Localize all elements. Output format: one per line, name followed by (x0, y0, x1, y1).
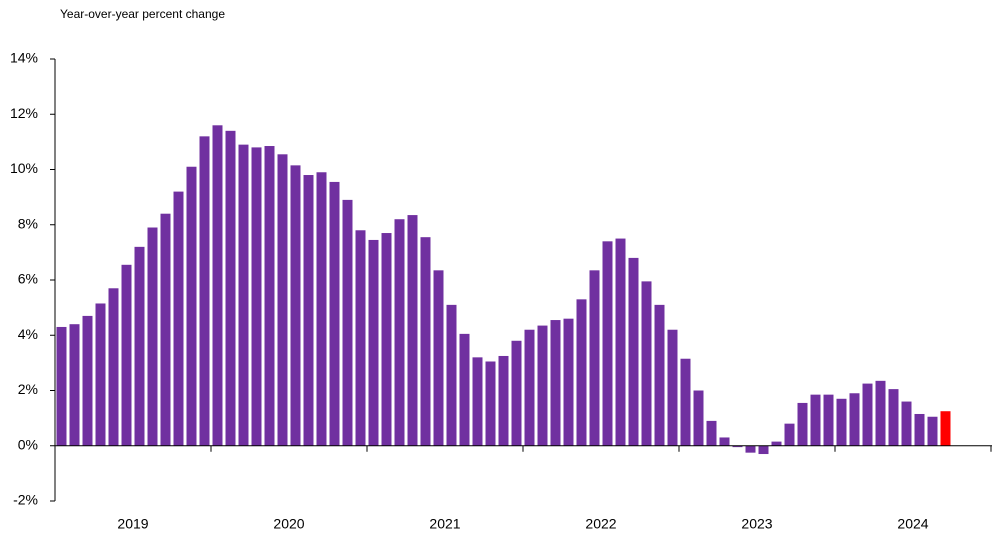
bar (524, 329, 535, 446)
bar (875, 380, 886, 446)
x-tick-label: 2024 (897, 516, 928, 532)
bar (446, 304, 457, 446)
bar (732, 445, 743, 448)
x-tick-label: 2023 (741, 516, 772, 532)
bar (927, 416, 938, 446)
bar (134, 246, 145, 446)
bar (212, 125, 223, 446)
bar (940, 411, 951, 446)
bar (472, 357, 483, 446)
bar (69, 324, 80, 446)
bar (173, 191, 184, 446)
y-tick-label: 4% (18, 326, 38, 342)
bar (368, 239, 379, 446)
bar (719, 437, 730, 446)
bar (615, 238, 626, 446)
bar (667, 329, 678, 446)
bar (498, 355, 509, 446)
y-tick-label: 12% (10, 105, 38, 121)
bar (381, 233, 392, 446)
bar (602, 241, 613, 446)
bar (784, 423, 795, 446)
bar (537, 325, 548, 446)
bar (680, 358, 691, 446)
bar (316, 172, 327, 446)
bar (342, 199, 353, 446)
y-tick-label: 0% (18, 436, 38, 452)
bar (823, 394, 834, 446)
x-tick-label: 2020 (273, 516, 304, 532)
bar (225, 130, 236, 446)
bar (888, 389, 899, 446)
bar (901, 401, 912, 446)
bar (420, 237, 431, 446)
bar (654, 304, 665, 446)
y-tick-label: 14% (10, 50, 38, 66)
bar (407, 215, 418, 446)
bar (914, 413, 925, 446)
bar (277, 154, 288, 446)
bar (186, 166, 197, 446)
y-axis-title: Year-over-year percent change (60, 7, 225, 21)
y-tick-label: -2% (13, 492, 38, 508)
bar (238, 144, 249, 446)
bar (862, 383, 873, 446)
bar (82, 315, 93, 446)
bar (563, 318, 574, 446)
bar (147, 227, 158, 446)
bar (251, 147, 262, 446)
x-tick-label: 2022 (585, 516, 616, 532)
bar (121, 264, 132, 446)
x-tick-label: 2021 (429, 516, 460, 532)
bar (745, 445, 756, 453)
bar (56, 326, 67, 446)
bar (797, 402, 808, 446)
bar (199, 136, 210, 446)
bar (693, 390, 704, 446)
y-tick-label: 10% (10, 160, 38, 176)
bar (290, 165, 301, 446)
bar (264, 146, 275, 446)
bar (433, 270, 444, 446)
bar (108, 288, 119, 446)
bar (706, 420, 717, 446)
x-tick-label: 2019 (117, 516, 148, 532)
bar (758, 445, 769, 455)
bar (576, 299, 587, 446)
y-tick-label: 6% (18, 271, 38, 287)
bar (355, 230, 366, 446)
bar (628, 257, 639, 446)
bar (810, 394, 821, 446)
y-tick-label: 8% (18, 215, 38, 231)
bar (849, 393, 860, 446)
bar (641, 281, 652, 446)
y-tick-label: 2% (18, 381, 38, 397)
bar (160, 213, 171, 446)
bar (329, 181, 340, 446)
bar (550, 320, 561, 446)
bar (303, 175, 314, 446)
bar (836, 398, 847, 446)
bar (771, 441, 782, 446)
bar (459, 333, 470, 446)
bar (511, 340, 522, 446)
bar (589, 270, 600, 446)
bar (485, 361, 496, 446)
bar (394, 219, 405, 446)
bar (95, 303, 106, 446)
